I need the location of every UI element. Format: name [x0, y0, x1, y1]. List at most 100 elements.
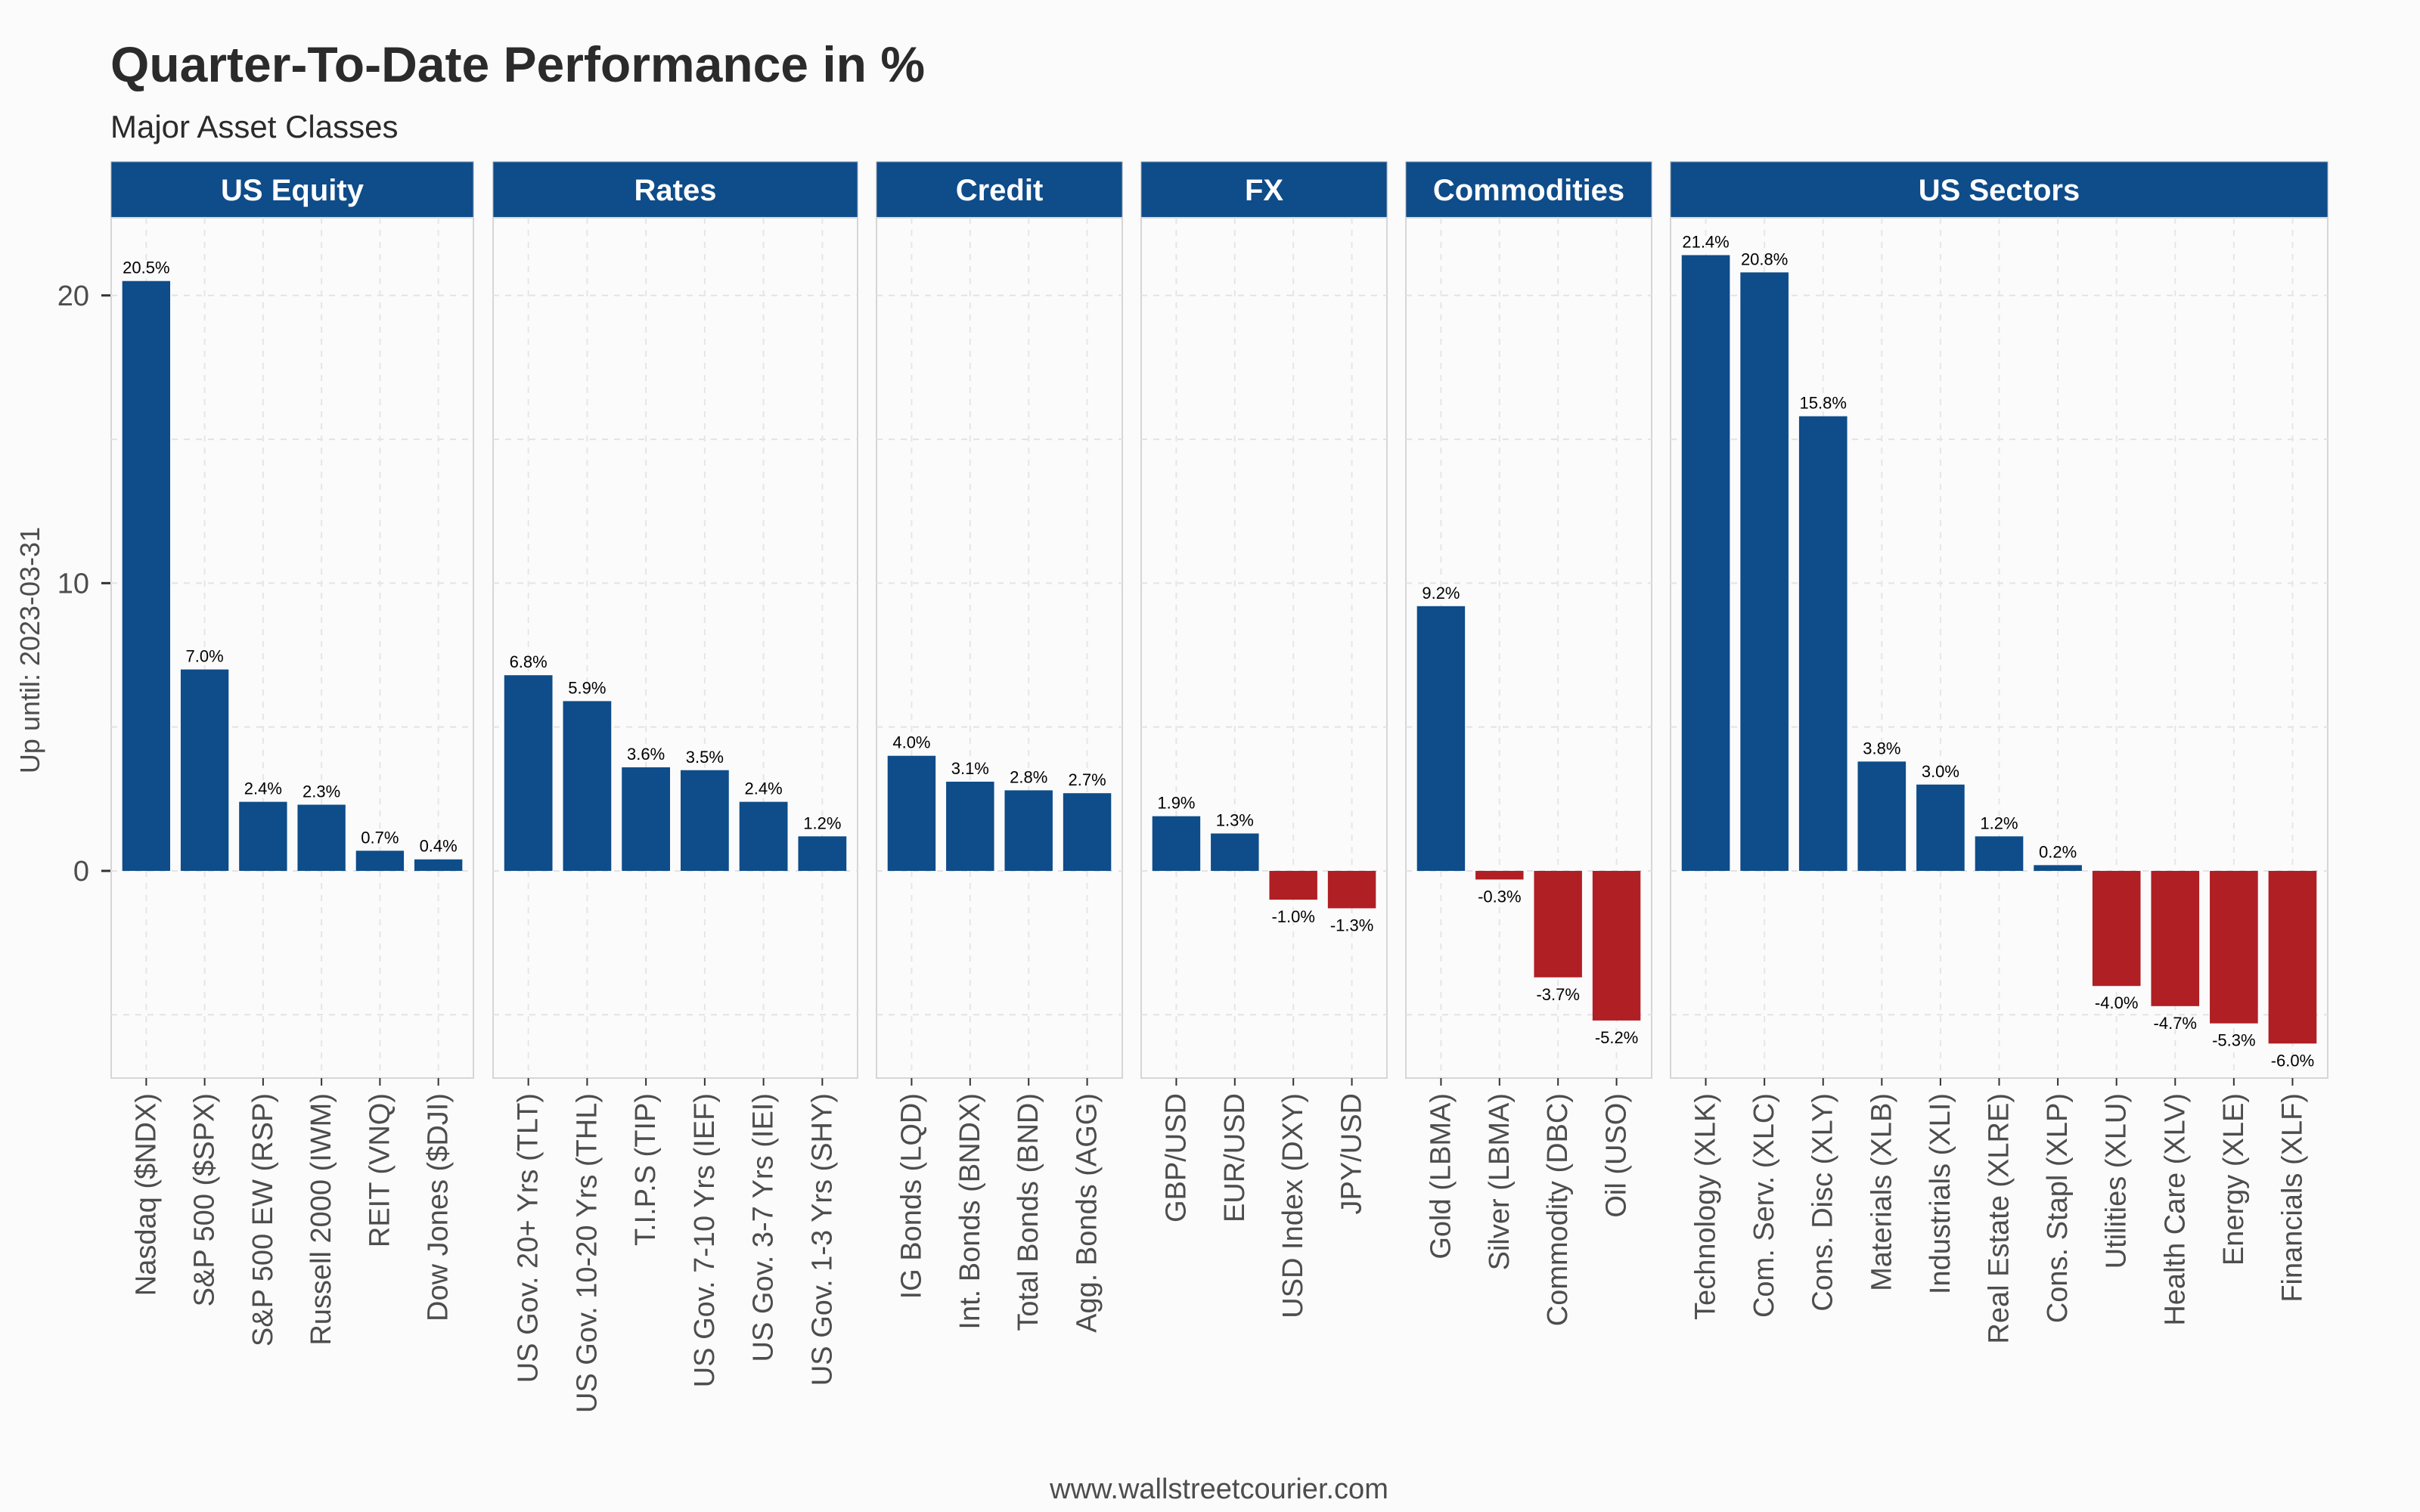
facet-panel-frame: [876, 217, 1123, 1079]
x-tick-label: Cons. Stapl (XLP): [2042, 1093, 2074, 1323]
bar: [2151, 870, 2200, 1006]
x-tick-label: T.I.P.S (TIP): [630, 1093, 662, 1246]
bar-value-label: 0.4%: [420, 837, 458, 856]
facet-panel: Credit 4.0% IG Bonds (LQD) 3.1% Int. Bonds (…: [876, 161, 1123, 1333]
x-tick-label: Materials (XLB): [1866, 1093, 1897, 1291]
bar: [1327, 870, 1376, 909]
bar: [739, 801, 788, 871]
bar: [1798, 416, 1848, 871]
y-tick-label: 20: [57, 280, 89, 312]
bar-value-label: 6.8%: [510, 652, 548, 671]
x-tick-label: US Gov. 20+ Yrs (TLT): [513, 1093, 544, 1383]
bar-value-label: 1.2%: [1980, 813, 2018, 832]
bar: [504, 675, 553, 871]
x-tick-label: Health Care (XLV): [2159, 1093, 2191, 1326]
facet-panel: Rates 6.8% US Gov. 20+ Yrs (TLT) 5.9% US Gov…: [492, 161, 858, 1413]
x-tick-label: USD Index (DXY): [1277, 1093, 1309, 1318]
bar: [2210, 870, 2258, 1024]
bar-value-label: 5.9%: [568, 678, 606, 697]
x-tick-label: US Gov. 1-3 Yrs (SHY): [806, 1093, 838, 1386]
x-tick-label: EUR/USD: [1219, 1093, 1251, 1222]
bar-value-label: -5.2%: [1595, 1028, 1638, 1047]
facet-panels: US Equity 20.5% Nasdaq ($NDX) 7.0% S&P 500 (…: [110, 161, 2328, 1413]
x-tick-label: US Gov. 7-10 Yrs (IEF): [689, 1093, 721, 1387]
bar: [1269, 870, 1317, 900]
facet-panel-frame: [110, 217, 474, 1079]
bar-value-label: -4.0%: [2095, 993, 2138, 1012]
bar-value-label: 21.4%: [1682, 232, 1729, 251]
facet-strip-label: Credit: [956, 174, 1044, 207]
x-tick-label: Gold (LBMA): [1425, 1093, 1457, 1259]
bar: [2092, 870, 2141, 987]
bar-value-label: -3.7%: [1536, 985, 1579, 1004]
chart-title: Quarter-To-Date Performance in %: [110, 36, 925, 92]
x-tick-label: Com. Serv. (XLC): [1748, 1093, 1780, 1318]
bar: [1416, 606, 1466, 871]
facet-strip-label: Rates: [634, 174, 717, 207]
bar-value-label: 3.1%: [951, 759, 989, 778]
y-tick-label: 10: [57, 568, 89, 600]
y-axis-title: Up until: 2023-03-31: [14, 527, 45, 773]
bar: [180, 669, 229, 871]
facet-panel-frame: [1140, 217, 1388, 1079]
bar-value-label: -5.3%: [2212, 1031, 2255, 1050]
bar-value-label: 3.8%: [1863, 739, 1900, 758]
bar: [622, 767, 671, 871]
bar: [1681, 255, 1730, 871]
bar-value-label: 1.2%: [803, 813, 841, 832]
facet-strip-label: Commodities: [1433, 174, 1624, 207]
x-tick-label: Real Estate (XLRE): [1984, 1093, 2015, 1344]
bar: [1534, 870, 1582, 978]
x-tick-label: Int. Bonds (BNDX): [954, 1093, 986, 1330]
x-tick-label: Agg. Bonds (AGG): [1072, 1093, 1103, 1333]
x-tick-label: S&P 500 ($SPX): [189, 1093, 221, 1306]
bar-value-label: 3.0%: [1922, 762, 1959, 781]
facet-strip-label: US Sectors: [1919, 174, 2080, 207]
x-tick-label: IG Bonds (LQD): [895, 1093, 927, 1299]
facet-strip: [110, 161, 474, 218]
bar-value-label: 1.9%: [1157, 794, 1195, 813]
facet-strip: [1405, 161, 1652, 218]
x-tick-label: Dow Jones ($DJI): [423, 1093, 455, 1321]
facet-panel: US Equity 20.5% Nasdaq ($NDX) 7.0% S&P 500 (…: [110, 161, 474, 1346]
x-tick-label: Cons. Disc (XLY): [1807, 1093, 1839, 1312]
bar: [798, 836, 847, 871]
x-tick-label: S&P 500 EW (RSP): [247, 1093, 279, 1346]
x-tick-label: Technology (XLK): [1690, 1093, 1722, 1320]
facet-strip: [1140, 161, 1388, 218]
bar: [1592, 870, 1641, 1021]
bar: [1740, 272, 1789, 871]
bar: [297, 804, 346, 871]
bar: [2034, 865, 2082, 871]
facet-strip: [876, 161, 1123, 218]
x-tick-label: Silver (LBMA): [1484, 1093, 1516, 1270]
bar-value-label: -6.0%: [2271, 1051, 2314, 1070]
bar-value-label: 3.5%: [686, 748, 724, 767]
bar: [355, 850, 405, 871]
x-tick-label: Oil (USO): [1601, 1093, 1633, 1218]
bar-value-label: 2.3%: [302, 782, 340, 801]
facet-panel: Commodities 9.2% Gold (LBMA) -0.3% Silver (L…: [1405, 161, 1652, 1326]
bar: [1916, 784, 1965, 871]
bar-value-label: -0.3%: [1478, 887, 1521, 906]
bar: [1211, 833, 1259, 871]
bar-value-label: 2.7%: [1068, 770, 1106, 789]
bar: [414, 859, 463, 871]
x-tick-label: Industrials (XLI): [1925, 1093, 1956, 1294]
bar: [239, 801, 287, 871]
bar: [1975, 836, 2024, 871]
bar-value-label: 7.0%: [186, 647, 224, 666]
x-tick-label: Energy (XLE): [2218, 1093, 2250, 1266]
bar-value-label: 0.7%: [361, 828, 399, 847]
x-tick-label: US Gov. 10-20 Yrs (THL): [571, 1093, 603, 1413]
bar-value-label: 0.2%: [2039, 842, 2077, 861]
x-tick-label: Financials (XLF): [2276, 1093, 2308, 1303]
bar-value-label: 15.8%: [1800, 394, 1847, 413]
bar: [1063, 793, 1112, 871]
source-footer: www.wallstreetcourier.com: [1049, 1473, 1388, 1505]
x-tick-label: GBP/USD: [1160, 1093, 1192, 1222]
bar-value-label: 20.5%: [123, 259, 169, 277]
x-tick-label: REIT (VNQ): [364, 1093, 396, 1247]
chart-subtitle: Major Asset Classes: [110, 109, 398, 144]
